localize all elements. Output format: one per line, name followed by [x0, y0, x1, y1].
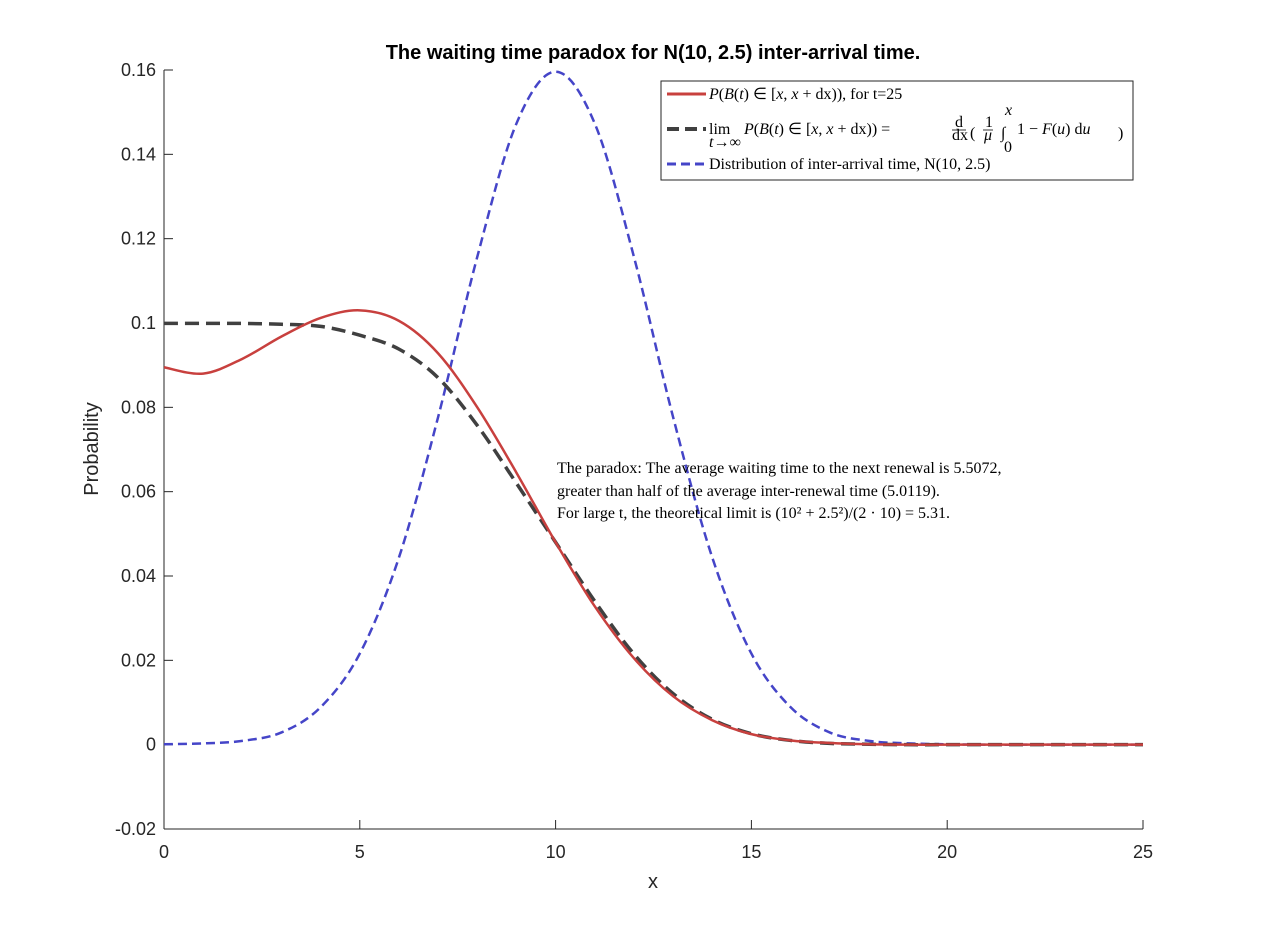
svg-text:μ: μ — [983, 127, 992, 144]
x-tick-label: 20 — [937, 842, 957, 862]
svg-text:d: d — [955, 114, 963, 131]
x-axis-label: x — [648, 871, 658, 893]
x-tick-label: 5 — [355, 842, 365, 862]
svg-text:1 − F(u) du: 1 − F(u) du — [1017, 121, 1090, 138]
legend-label-2: Distribution of inter-arrival time, N(10… — [709, 156, 990, 173]
svg-text:1: 1 — [985, 114, 993, 131]
svg-text:P(B(t) ∈ [x, x + dx)) =: P(B(t) ∈ [x, x + dx)) = — [743, 121, 890, 138]
y-tick-label: 0.06 — [121, 482, 156, 502]
y-tick-label: 0.14 — [121, 144, 156, 164]
x-tick-label: 15 — [741, 842, 761, 862]
x-ticks: 0 5 10 15 20 25 — [159, 820, 1153, 862]
svg-text:0: 0 — [1004, 139, 1012, 156]
annotation-line-1: The paradox: The average waiting time to… — [557, 460, 1001, 477]
svg-text:∫: ∫ — [1000, 125, 1007, 143]
x-tick-label: 0 — [159, 842, 169, 862]
axes — [163, 70, 1143, 830]
y-tick-label: -0.02 — [115, 819, 156, 839]
annotation-line-2: greater than half of the average inter-r… — [557, 483, 940, 500]
y-tick-label: 0.04 — [121, 566, 156, 586]
series-line-0 — [163, 309, 1143, 746]
x-tick-label: 10 — [546, 842, 566, 862]
y-tick-label: 0.08 — [121, 397, 156, 417]
y-tick-label: 0.1 — [131, 313, 156, 333]
legend-label-0: P(B(t) ∈ [x, x + dx)), for t=25 — [708, 86, 902, 103]
y-ticks: -0.02 0 0.02 0.04 0.06 0.08 0.1 0.12 0.14 0.16 — [115, 60, 173, 839]
chart-title: The waiting time paradox for N(10, 2.5) … — [386, 42, 921, 64]
y-axis-label: Probability — [81, 402, 103, 495]
legend-label-1: lim t→∞ P(B(t) ∈ [x, x + dx)) = d dx ( 1… — [709, 102, 1123, 156]
series-layer — [163, 70, 1143, 747]
legend: P(B(t) ∈ [x, x + dx)), for t=25 lim t→∞ … — [660, 80, 1134, 181]
annotation-line-3: For large t, the theoretical limit is (1… — [557, 505, 950, 522]
x-tick-label: 25 — [1133, 842, 1153, 862]
y-tick-label: 0.16 — [121, 60, 156, 80]
svg-text:lim: lim — [709, 121, 731, 138]
svg-text:): ) — [1118, 125, 1123, 142]
legend-box — [660, 80, 1134, 181]
svg-text:(: ( — [970, 125, 975, 142]
y-tick-label: 0.12 — [121, 229, 156, 249]
svg-text:dx: dx — [952, 127, 968, 144]
y-tick-label: 0.02 — [121, 650, 156, 670]
y-tick-label: 0 — [146, 735, 156, 755]
annotation: The paradox: The average waiting time to… — [557, 460, 1001, 522]
svg-text:x: x — [1004, 102, 1012, 119]
svg-text:t→∞: t→∞ — [709, 134, 741, 151]
